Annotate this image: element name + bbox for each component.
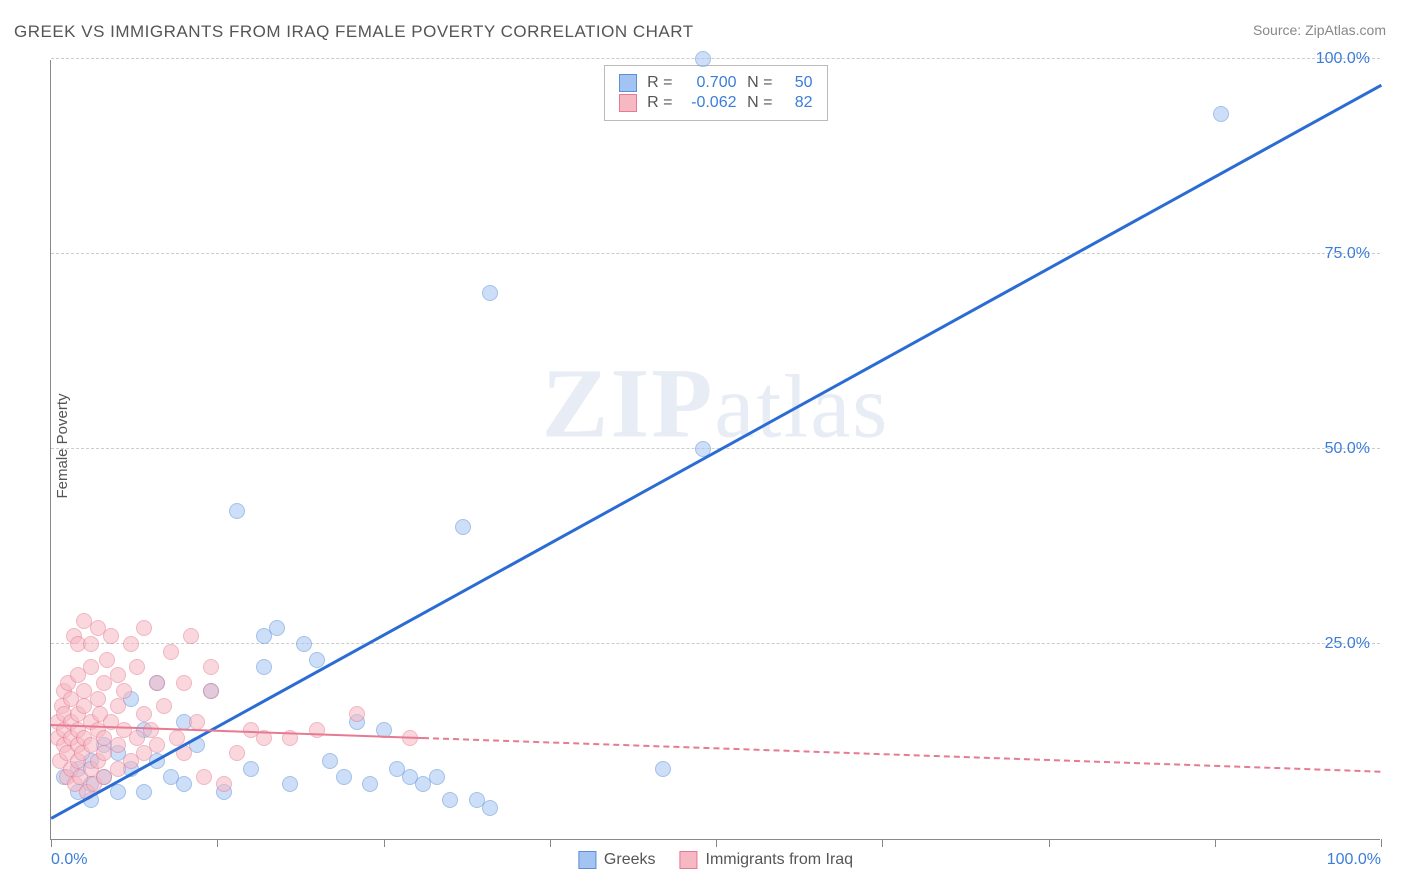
trend-line <box>423 737 1381 773</box>
stat-r-value-greeks: 0.700 <box>681 74 737 92</box>
x-tick <box>1381 839 1382 847</box>
stat-n-value-iraq: 82 <box>781 94 813 112</box>
data-point-iraq <box>196 769 212 785</box>
data-point-iraq <box>99 652 115 668</box>
legend-label-greeks: Greeks <box>604 851 656 869</box>
legend-item-iraq: Immigrants from Iraq <box>679 851 853 869</box>
data-point-iraq <box>189 714 205 730</box>
x-tick <box>882 839 883 847</box>
x-tick <box>1049 839 1050 847</box>
data-point-iraq <box>183 628 199 644</box>
data-point-iraq <box>123 636 139 652</box>
trend-line <box>50 84 1381 819</box>
x-tick <box>716 839 717 847</box>
data-point-greeks <box>282 776 298 792</box>
data-point-greeks <box>442 792 458 808</box>
data-point-iraq <box>203 659 219 675</box>
data-point-greeks <box>482 800 498 816</box>
legend-label-iraq: Immigrants from Iraq <box>705 851 853 869</box>
data-point-greeks <box>655 761 671 777</box>
legend-item-greeks: Greeks <box>578 851 656 869</box>
swatch-iraq <box>619 94 637 112</box>
data-point-iraq <box>176 675 192 691</box>
data-point-iraq <box>110 737 126 753</box>
data-point-iraq <box>163 644 179 660</box>
scatter-plot-area: ZIPatlas R = 0.700 N = 50 R = -0.062 N =… <box>50 60 1380 840</box>
data-point-iraq <box>149 737 165 753</box>
data-point-iraq <box>129 659 145 675</box>
correlation-stats-legend: R = 0.700 N = 50 R = -0.062 N = 82 <box>604 65 828 121</box>
gridline <box>51 253 1380 254</box>
legend-swatch-greeks <box>578 851 596 869</box>
source-attribution: Source: ZipAtlas.com <box>1253 22 1386 38</box>
data-point-iraq <box>136 620 152 636</box>
data-point-greeks <box>309 652 325 668</box>
x-tick <box>384 839 385 847</box>
data-point-iraq <box>110 667 126 683</box>
data-point-iraq <box>116 683 132 699</box>
gridline <box>51 643 1380 644</box>
x-tick <box>51 839 52 847</box>
data-point-iraq <box>136 706 152 722</box>
x-tick <box>1215 839 1216 847</box>
x-tick <box>550 839 551 847</box>
watermark-text: ZIPatlas <box>542 345 890 460</box>
data-point-iraq <box>90 691 106 707</box>
data-point-iraq <box>156 698 172 714</box>
gridline <box>51 448 1380 449</box>
swatch-greeks <box>619 74 637 92</box>
data-point-iraq <box>216 776 232 792</box>
x-tick-label-min: 0.0% <box>51 851 87 869</box>
y-tick-label: 100.0% <box>1316 50 1370 68</box>
data-point-iraq <box>349 706 365 722</box>
data-point-greeks <box>269 620 285 636</box>
stat-r-value-iraq: -0.062 <box>681 94 737 112</box>
data-point-iraq <box>83 659 99 675</box>
data-point-greeks <box>482 285 498 301</box>
data-point-iraq <box>143 722 159 738</box>
data-point-greeks <box>229 503 245 519</box>
data-point-greeks <box>256 659 272 675</box>
data-point-greeks <box>695 51 711 67</box>
data-point-greeks <box>243 761 259 777</box>
data-point-greeks <box>362 776 378 792</box>
stat-n-label: N = <box>745 74 773 92</box>
x-tick <box>217 839 218 847</box>
chart-title: GREEK VS IMMIGRANTS FROM IRAQ FEMALE POV… <box>14 22 694 42</box>
x-tick-label-max: 100.0% <box>1327 851 1381 869</box>
legend-swatch-iraq <box>679 851 697 869</box>
data-point-greeks <box>176 776 192 792</box>
data-point-greeks <box>322 753 338 769</box>
data-point-greeks <box>336 769 352 785</box>
data-point-iraq <box>229 745 245 761</box>
data-point-iraq <box>203 683 219 699</box>
y-tick-label: 25.0% <box>1325 635 1370 653</box>
data-point-greeks <box>429 769 445 785</box>
data-point-iraq <box>110 698 126 714</box>
y-tick-label: 50.0% <box>1325 440 1370 458</box>
data-point-greeks <box>110 784 126 800</box>
stat-r-label: R = <box>645 94 673 112</box>
data-point-iraq <box>83 636 99 652</box>
data-point-iraq <box>149 675 165 691</box>
data-point-greeks <box>136 784 152 800</box>
stats-row-greeks: R = 0.700 N = 50 <box>619 74 813 92</box>
stat-n-value-greeks: 50 <box>781 74 813 92</box>
y-tick-label: 75.0% <box>1325 245 1370 263</box>
stat-n-label: N = <box>745 94 773 112</box>
gridline <box>51 58 1380 59</box>
series-legend: Greeks Immigrants from Iraq <box>578 851 853 869</box>
stats-row-iraq: R = -0.062 N = 82 <box>619 94 813 112</box>
data-point-greeks <box>296 636 312 652</box>
stat-r-label: R = <box>645 74 673 92</box>
data-point-greeks <box>1213 106 1229 122</box>
data-point-greeks <box>455 519 471 535</box>
data-point-iraq <box>103 628 119 644</box>
